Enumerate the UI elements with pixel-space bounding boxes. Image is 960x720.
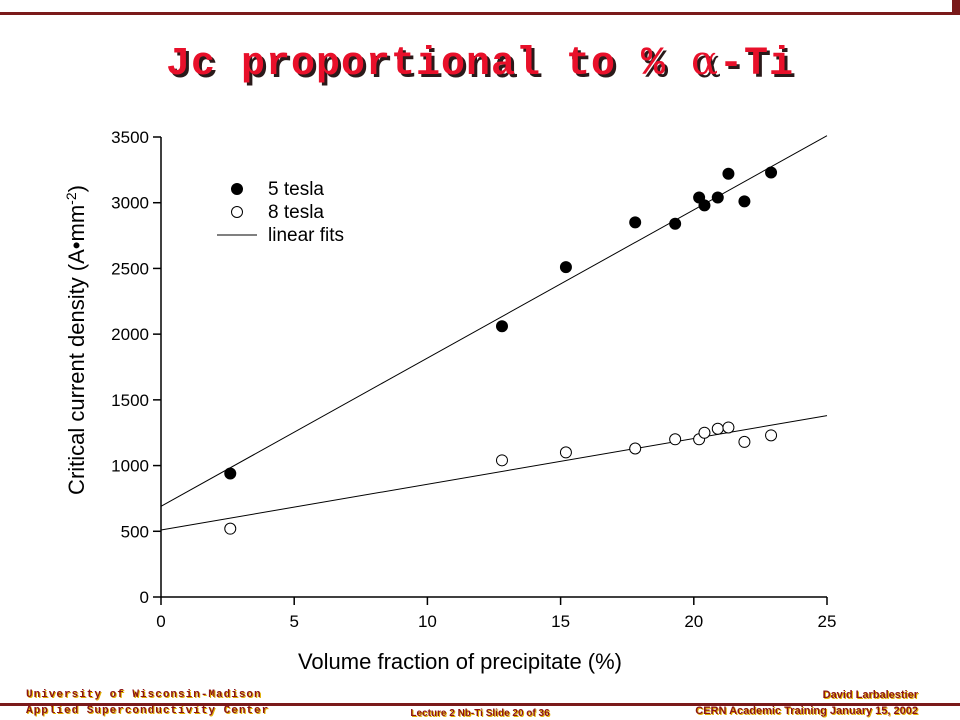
point-8-tesla: [224, 522, 237, 535]
x-tick-label: 0: [156, 612, 165, 631]
point-5-tesla: [495, 320, 508, 333]
slide-title-prefix: Jc proportional to %: [165, 42, 692, 87]
slide-title-greek: α: [691, 38, 720, 84]
point-8-tesla: [765, 429, 778, 442]
point-5-tesla: [765, 166, 778, 179]
point-8-tesla: [738, 435, 751, 448]
point-5-tesla: [224, 467, 237, 480]
x-axis-label: Volume fraction of precipitate (%): [298, 649, 622, 674]
x-tick-label: 5: [289, 612, 298, 631]
slide-title-suffix: -Ti: [719, 42, 795, 87]
footer-author: David Larbalestier: [822, 689, 918, 701]
point-5-tesla: [629, 216, 642, 229]
y-tick-label: 500: [121, 522, 149, 541]
point-5-tesla: [698, 199, 711, 212]
legend-marker: [231, 206, 243, 218]
header-corner-block: [952, 0, 960, 14]
legend-label: 5 tesla: [268, 179, 324, 200]
footer-center-name: Applied Superconductivity Center: [26, 705, 270, 717]
point-8-tesla: [698, 426, 711, 439]
x-tick-label: 25: [818, 612, 837, 631]
point-8-tesla: [629, 442, 642, 455]
point-8-tesla: [711, 422, 724, 435]
point-5-tesla: [669, 217, 682, 230]
footer-event: CERN Academic Training January 15, 2002: [695, 705, 918, 717]
y-tick-label: 3500: [111, 128, 149, 147]
point-8-tesla: [669, 433, 682, 446]
footer-rule: [0, 703, 960, 706]
header-rule: [0, 12, 960, 15]
x-tick-label: 10: [418, 612, 437, 631]
y-tick-label: 1500: [111, 391, 149, 410]
footer-university: University of Wisconsin-Madison: [26, 689, 262, 701]
point-5-tesla: [722, 167, 735, 180]
legend-label: 8 tesla: [268, 202, 324, 223]
slide-title: Jc proportional to % α-Ti: [0, 38, 960, 87]
x-tick-label: 20: [684, 612, 703, 631]
point-5-tesla: [738, 195, 751, 208]
y-tick-label: 0: [140, 588, 149, 607]
y-axis-label: Critical current density (A•mm-2): [63, 185, 89, 495]
legend-marker: [231, 183, 243, 195]
legend-label-fits: linear fits: [268, 225, 344, 246]
footer-slide-number: Lecture 2 Nb-Ti Slide 20 of 36: [410, 708, 550, 719]
y-tick-label: 1000: [111, 457, 149, 476]
point-8-tesla: [495, 454, 508, 467]
y-tick-label: 2000: [111, 325, 149, 344]
fit-line-8-tesla: [160, 415, 828, 531]
point-5-tesla: [559, 261, 572, 274]
point-8-tesla: [559, 446, 572, 459]
fit-line-5-tesla: [160, 135, 828, 507]
point-8-tesla: [722, 421, 735, 434]
y-tick-label: 3000: [111, 194, 149, 213]
x-tick-label: 15: [551, 612, 570, 631]
point-5-tesla: [711, 191, 724, 204]
y-tick-label: 2500: [111, 259, 149, 278]
